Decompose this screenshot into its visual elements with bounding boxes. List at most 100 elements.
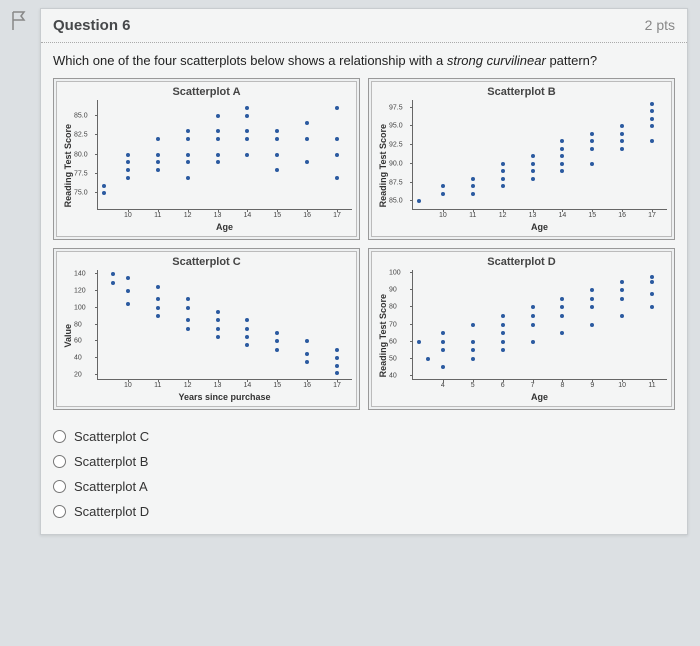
data-point [560, 331, 564, 335]
data-point [305, 360, 309, 364]
data-point [126, 168, 130, 172]
data-point [501, 184, 505, 188]
radio-icon[interactable] [53, 505, 66, 518]
plot-cell: Scatterplot BReading Test Score85.087.59… [368, 78, 675, 240]
x-tick-label: 10 [124, 382, 132, 389]
x-axis-label: Age [412, 222, 667, 232]
x-tick-label: 4 [441, 382, 445, 389]
data-point [650, 275, 654, 279]
y-axis-label: Reading Test Score [376, 124, 390, 207]
data-point [156, 153, 160, 157]
plot-cell: Scatterplot DReading Test Score405060708… [368, 248, 675, 410]
x-tick-label: 17 [648, 212, 656, 219]
data-point [590, 139, 594, 143]
answer-option[interactable]: Scatterplot C [53, 424, 675, 449]
x-tick-label: 15 [588, 212, 596, 219]
y-tick-label: 100 [389, 270, 401, 277]
data-point [275, 153, 279, 157]
y-tick-label: 80 [74, 321, 82, 328]
data-point [102, 191, 106, 195]
data-point [216, 153, 220, 157]
data-point [245, 137, 249, 141]
data-point [441, 365, 445, 369]
data-point [531, 162, 535, 166]
data-point [531, 169, 535, 173]
data-point [620, 124, 624, 128]
x-tick-label: 13 [214, 382, 222, 389]
flag-icon[interactable] [10, 10, 28, 32]
y-tick-label: 85.0 [389, 198, 403, 205]
x-tick-label: 10 [618, 382, 626, 389]
radio-icon[interactable] [53, 430, 66, 443]
data-point [441, 348, 445, 352]
y-tick-label: 77.5 [74, 170, 88, 177]
y-tick-label: 100 [74, 304, 86, 311]
data-point [335, 153, 339, 157]
x-axis-label: Years since purchase [97, 392, 352, 402]
data-point [275, 348, 279, 352]
data-point [111, 281, 115, 285]
data-point [650, 102, 654, 106]
data-point [335, 137, 339, 141]
question-card: Question 6 2 pts Which one of the four s… [40, 8, 688, 535]
data-point [650, 117, 654, 121]
x-tick-label: 14 [559, 212, 567, 219]
question-points: 2 pts [645, 17, 675, 34]
data-point [471, 357, 475, 361]
radio-icon[interactable] [53, 480, 66, 493]
data-point [186, 137, 190, 141]
data-point [126, 302, 130, 306]
data-point [335, 371, 339, 375]
data-point [156, 168, 160, 172]
x-tick-label: 10 [439, 212, 447, 219]
y-tick-label: 70 [389, 321, 397, 328]
y-tick-label: 92.5 [389, 142, 403, 149]
data-point [305, 339, 309, 343]
radio-icon[interactable] [53, 455, 66, 468]
data-point [501, 331, 505, 335]
plot-title: Scatterplot C [61, 256, 352, 268]
data-point [305, 352, 309, 356]
plot-title: Scatterplot D [376, 256, 667, 268]
x-tick-label: 9 [590, 382, 594, 389]
data-point [620, 288, 624, 292]
y-tick-label: 140 [74, 271, 86, 278]
y-axis-label: Reading Test Score [61, 124, 75, 207]
data-point [126, 276, 130, 280]
option-label: Scatterplot C [74, 429, 149, 444]
plot-title: Scatterplot A [61, 86, 352, 98]
data-point [531, 305, 535, 309]
data-point [531, 340, 535, 344]
data-point [216, 310, 220, 314]
answer-option[interactable]: Scatterplot D [53, 499, 675, 524]
x-tick-label: 15 [273, 382, 281, 389]
data-point [126, 153, 130, 157]
answer-option[interactable]: Scatterplot B [53, 449, 675, 474]
y-tick-label: 60 [74, 338, 82, 345]
data-point [620, 297, 624, 301]
y-tick-label: 90.0 [389, 160, 403, 167]
data-point [126, 289, 130, 293]
data-point [417, 340, 421, 344]
data-point [531, 314, 535, 318]
data-point [501, 314, 505, 318]
y-axis-label: Value [61, 324, 75, 348]
scatterplot-grid: Scatterplot AReading Test Score75.077.58… [53, 78, 675, 410]
x-tick-label: 8 [560, 382, 564, 389]
x-tick-label: 11 [648, 382, 655, 389]
data-point [501, 348, 505, 352]
x-tick-label: 13 [214, 212, 222, 219]
data-point [102, 184, 106, 188]
data-point [620, 314, 624, 318]
data-point [156, 285, 160, 289]
plot-area: 85.087.590.092.595.097.51011121314151617 [412, 100, 667, 210]
question-title: Question 6 [53, 17, 131, 34]
answer-option[interactable]: Scatterplot A [53, 474, 675, 499]
plot-area: 4050607080901004567891011 [412, 270, 667, 380]
y-tick-label: 40 [74, 355, 82, 362]
data-point [590, 297, 594, 301]
data-point [186, 318, 190, 322]
x-tick-label: 16 [303, 382, 311, 389]
x-tick-label: 11 [154, 382, 161, 389]
data-point [216, 160, 220, 164]
